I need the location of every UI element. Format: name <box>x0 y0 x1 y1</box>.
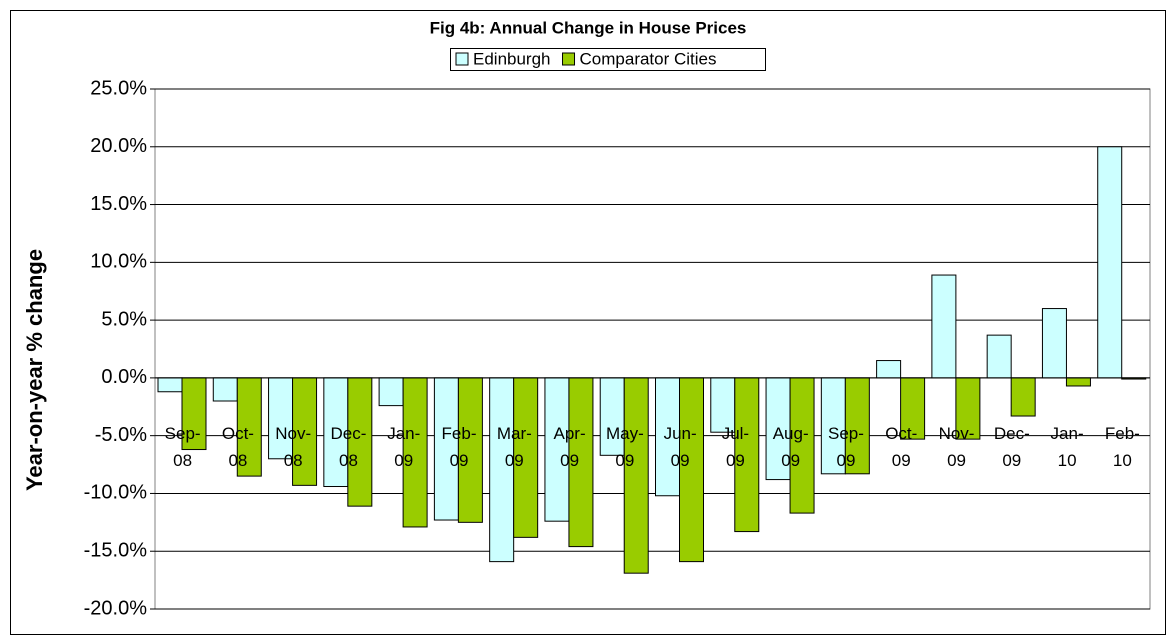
x-tick-label: Dec-08 <box>331 424 367 470</box>
y-axis-label: Year-on-year % change <box>22 249 47 491</box>
y-tick-label: 0.0% <box>101 366 147 388</box>
x-tick-label: Oct-08 <box>222 424 254 470</box>
x-tick-label: Apr-09 <box>554 424 586 470</box>
bar <box>544 377 570 522</box>
legend-box <box>450 48 766 71</box>
y-tick-label: 15.0% <box>90 193 147 215</box>
y-tick-label: 10.0% <box>90 251 147 273</box>
y-tick-label: 5.0% <box>101 308 147 330</box>
x-tick-label: Sep-09 <box>828 424 864 470</box>
y-tick-label: -10.0% <box>84 482 148 504</box>
bar <box>986 334 1012 379</box>
bar <box>292 377 318 486</box>
bar <box>599 377 625 456</box>
bar <box>323 377 349 488</box>
bar <box>1010 377 1036 417</box>
bar <box>1065 377 1091 387</box>
bar <box>236 377 262 477</box>
bar <box>347 377 373 507</box>
bar <box>623 377 649 574</box>
bar <box>876 360 902 379</box>
x-tick-label: Jul-09 <box>722 424 749 470</box>
x-tick-label: Mar-09 <box>497 424 532 470</box>
legend-swatch <box>562 52 576 66</box>
legend-label: Comparator Cities <box>580 49 717 68</box>
plot-area <box>154 88 1151 610</box>
x-tick-label: Jan-10 <box>1051 424 1084 470</box>
bar <box>268 377 294 460</box>
bar <box>1041 308 1067 379</box>
bar <box>212 377 238 402</box>
bar <box>1097 146 1123 379</box>
bar <box>734 377 760 533</box>
bar <box>710 377 736 433</box>
x-tick-label: Nov-09 <box>939 424 975 470</box>
bar <box>513 377 539 538</box>
bar <box>181 377 207 451</box>
bar <box>402 377 428 528</box>
x-tick-label: Dec-09 <box>994 424 1030 470</box>
chart-title: Fig 4b: Annual Change in House Prices <box>430 18 747 37</box>
x-tick-label: Nov-08 <box>275 424 311 470</box>
bar <box>931 274 957 379</box>
bar <box>378 377 404 407</box>
x-tick-label: Oct-09 <box>885 424 917 470</box>
bar <box>820 377 846 475</box>
bar <box>568 377 594 548</box>
bar <box>157 377 183 393</box>
bar <box>900 377 926 440</box>
y-tick-label: 25.0% <box>90 77 147 99</box>
legend-label: Edinburgh <box>473 49 551 68</box>
x-tick-label: Jan-09 <box>387 424 420 470</box>
bar <box>844 377 870 475</box>
bar <box>457 377 483 523</box>
x-tick-label: Feb-10 <box>1105 424 1140 470</box>
x-tick-label: Jun-09 <box>664 424 697 470</box>
x-tick-label: Feb-09 <box>442 424 477 470</box>
x-tick-label: May-09 <box>606 424 644 470</box>
bar <box>955 377 981 440</box>
y-tick-label: -15.0% <box>84 540 148 562</box>
x-tick-label: Aug-09 <box>773 424 809 470</box>
bar <box>789 377 815 514</box>
y-tick-label: -5.0% <box>95 424 147 446</box>
y-tick-label: 20.0% <box>90 135 147 157</box>
y-tick-label: -20.0% <box>84 597 148 619</box>
legend-swatch <box>455 52 469 66</box>
bar <box>433 377 459 521</box>
x-tick-label: Sep-08 <box>165 424 201 470</box>
